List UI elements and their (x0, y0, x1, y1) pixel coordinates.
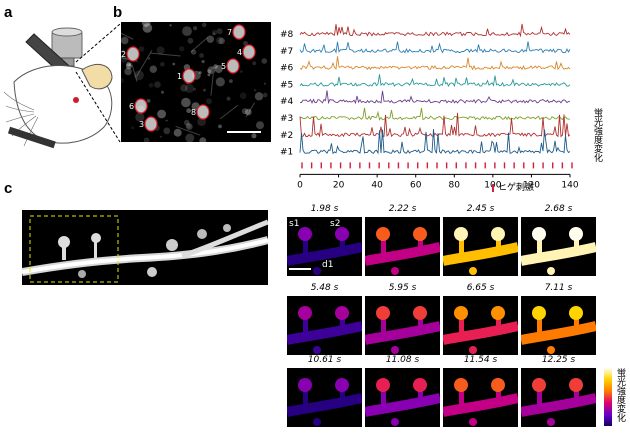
trace-line (299, 74, 571, 88)
trace-line (299, 129, 571, 155)
timestamp-label: 1.98 s (310, 204, 339, 214)
trace-line (299, 23, 571, 38)
roi-7: 7 (227, 24, 246, 40)
x-tick-label: 120 (523, 180, 540, 188)
trace-label: #2 (280, 131, 293, 141)
dendrite-image (22, 210, 268, 285)
trace-label: #3 (280, 114, 293, 124)
x-tick-label: 0 (297, 180, 303, 188)
roi-6: 6 (129, 98, 148, 114)
microscope-objective-icon (51, 27, 83, 67)
timelapse-frame (443, 296, 518, 355)
x-tick-label: 40 (371, 180, 383, 188)
mouse-head-outline (13, 65, 113, 144)
x-tick-label: 60 (410, 180, 422, 188)
mouse-illustration (4, 23, 121, 149)
mouse-ear-icon (81, 63, 113, 90)
roi-4: 4 (237, 44, 256, 60)
trace-label: #5 (280, 80, 293, 90)
mouse-eye-icon (73, 97, 79, 103)
roi-label: 4 (237, 48, 242, 57)
trace-label: #8 (280, 30, 294, 40)
timestamp-label: 7.11 s (544, 283, 573, 293)
roi-label: 5 (221, 62, 226, 71)
trace-line (299, 41, 571, 54)
calcium-traces-chart: #8#7#6#5#4#3#2#1020406080100120140時間 (秒) (280, 23, 579, 188)
zoom-region-box (29, 215, 119, 283)
trace-ylabel: 蛍光強度変化 (592, 108, 602, 162)
spine-label-s1: s1 (289, 219, 300, 229)
x-tick-label: 20 (333, 180, 345, 188)
roi-2: 2 (121, 46, 140, 62)
trace-line (299, 107, 571, 121)
timestamp-label: 11.54 s (463, 355, 498, 365)
timelapse-frame (443, 217, 518, 276)
scale-bar (289, 268, 311, 270)
timelapse-frame (365, 296, 440, 355)
timelapse-frame (365, 368, 440, 427)
timestamp-label: 2.68 s (544, 204, 573, 214)
timestamp-label: 5.95 s (388, 283, 417, 293)
roi-label: 6 (129, 102, 134, 111)
trace-label: #7 (280, 47, 293, 57)
trace-label: #4 (280, 97, 294, 107)
stim-marker-icon (492, 183, 494, 192)
panel-label-a: a (4, 4, 13, 21)
timestamp-label: 10.61 s (307, 355, 342, 365)
timelapse-frame (287, 217, 362, 276)
roi-label: 2 (121, 50, 126, 59)
timelapse-frame (521, 217, 596, 276)
roi-3: 3 (139, 116, 158, 132)
panel-label-c: c (4, 180, 13, 197)
roi-label: 3 (139, 120, 144, 129)
roi-8: 8 (191, 104, 210, 120)
roi-5: 5 (221, 58, 240, 74)
roi-label: 8 (191, 108, 196, 117)
two-photon-image: 1 2 3 4 5 6 7 8 (121, 22, 271, 142)
roi-label: 1 (177, 72, 182, 81)
roi-label: 7 (227, 28, 232, 37)
trace-line (299, 90, 571, 105)
timelapse-frame (287, 296, 362, 355)
x-tick-label: 80 (449, 180, 461, 188)
timestamp-label: 12.25 s (541, 355, 576, 365)
whisker-stimulator-icon (7, 126, 56, 149)
trace-line (299, 112, 571, 138)
trace-label: #6 (280, 64, 294, 74)
colorbar (604, 368, 612, 426)
timestamp-label: 2.45 s (466, 204, 495, 214)
spine-label-s2: s2 (330, 219, 341, 229)
panel-label-b: b (113, 4, 123, 21)
timestamp-label: 2.22 s (388, 204, 417, 214)
dendrite-label-d1: d1 (322, 260, 334, 270)
timelapse-frame (443, 368, 518, 427)
timestamp-label: 5.48 s (310, 283, 339, 293)
stim-legend: ヒゲ刺激 (492, 180, 534, 193)
timestamp-label: 11.08 s (385, 355, 420, 365)
trace-label: #1 (280, 148, 293, 158)
timelapse-frame (521, 296, 596, 355)
trace-line (299, 56, 571, 71)
timelapse-frame (521, 368, 596, 427)
timestamp-label: 6.65 s (466, 283, 495, 293)
roi-1: 1 (177, 68, 196, 84)
timelapse-frame (287, 368, 362, 427)
colorbar-label: 蛍光強度変化 (615, 368, 625, 422)
x-tick-label: 140 (561, 180, 578, 188)
timelapse-frame (365, 217, 440, 276)
